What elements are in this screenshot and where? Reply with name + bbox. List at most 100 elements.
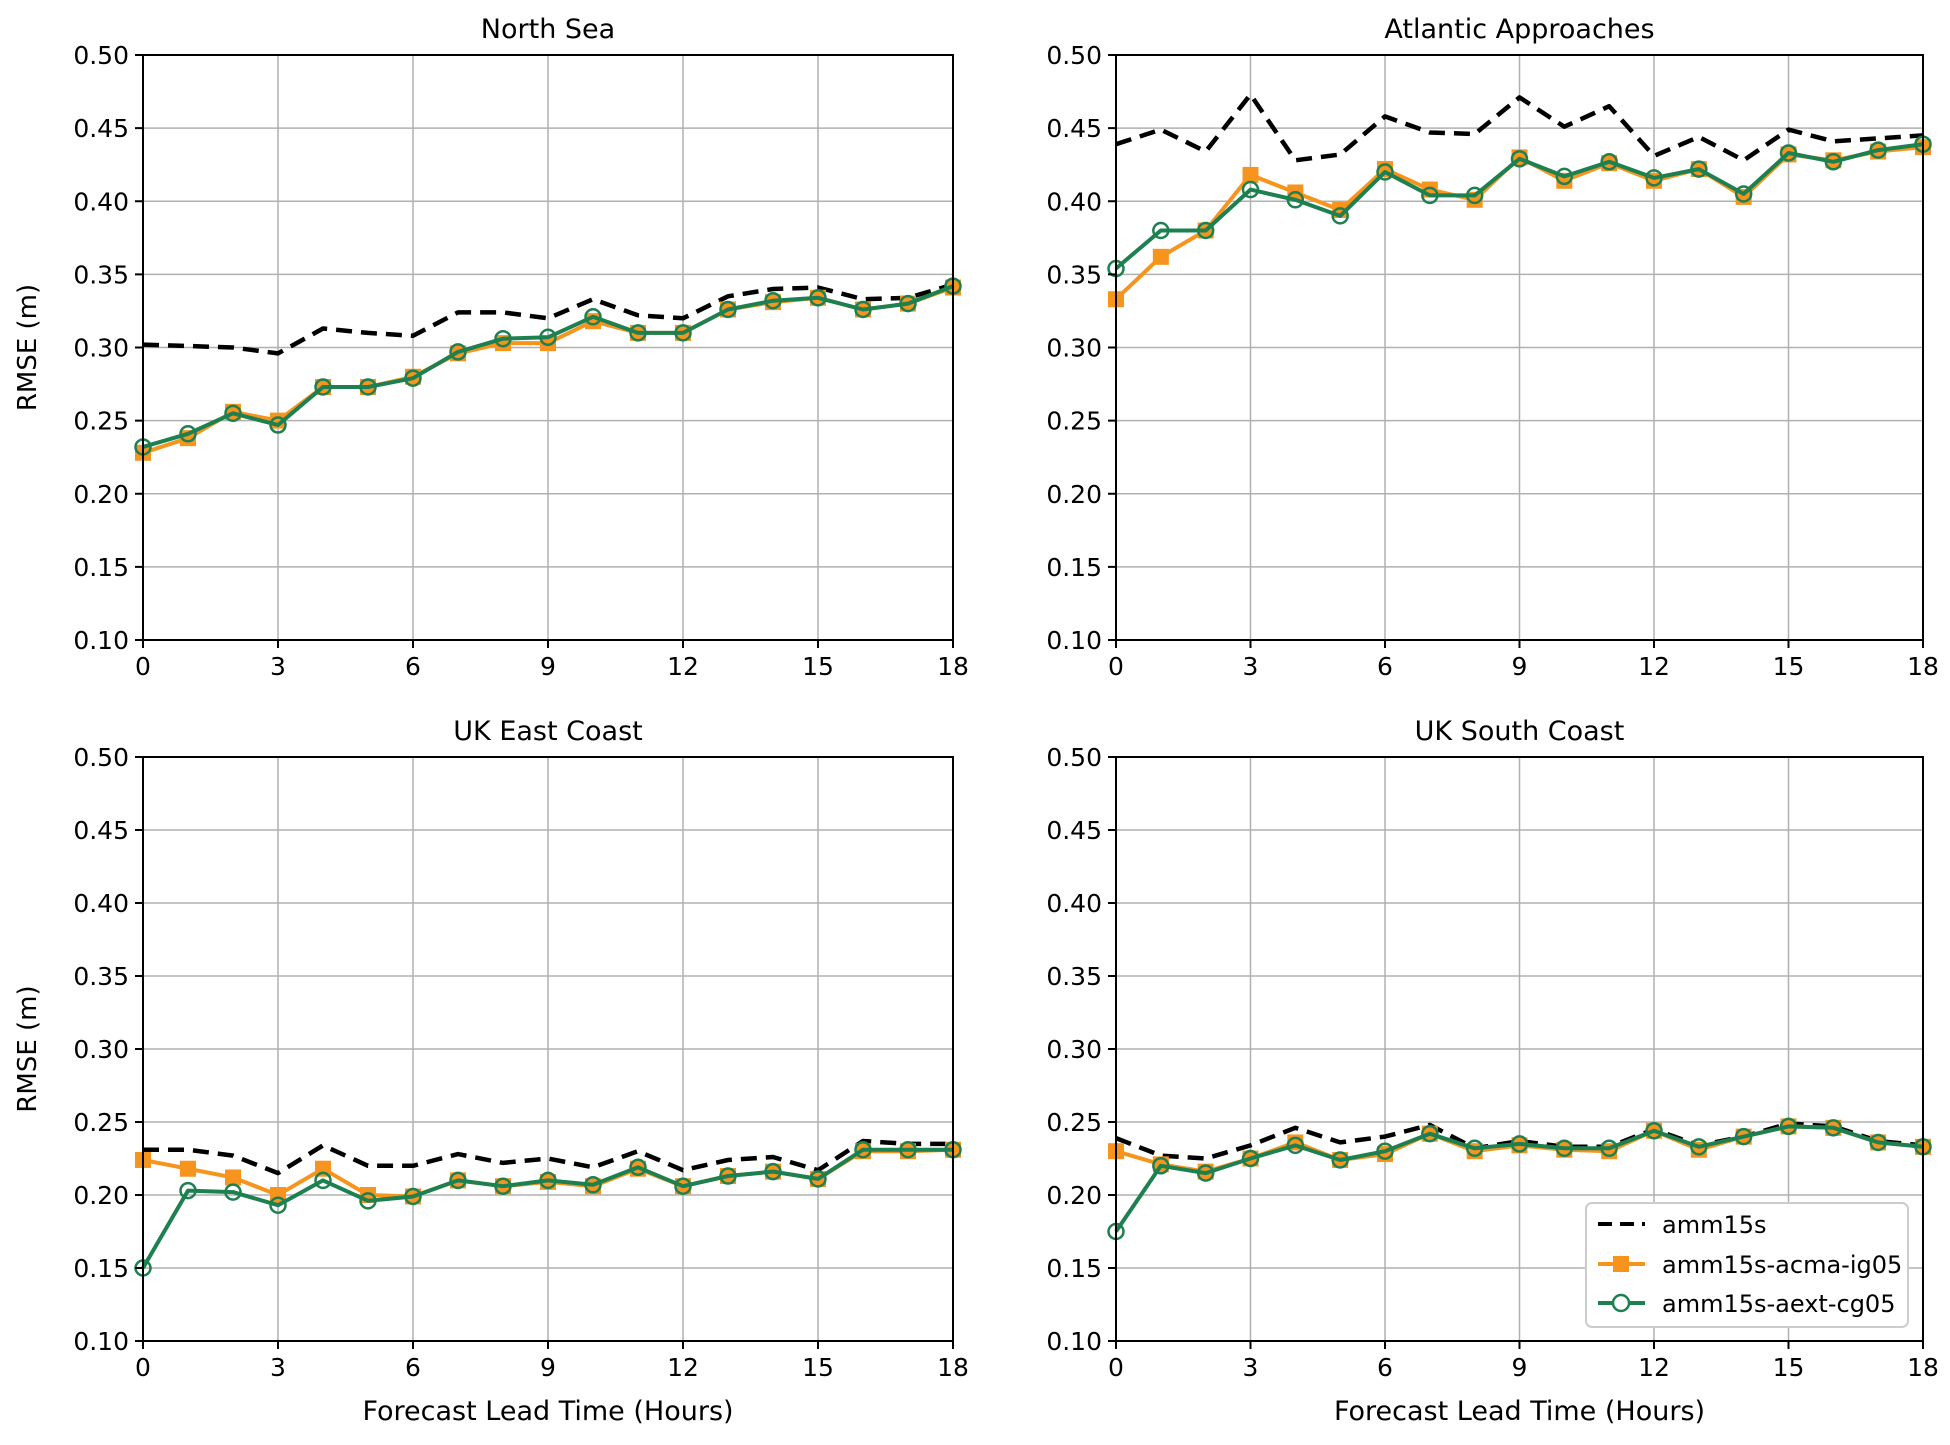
y-tick-label: 0.25 bbox=[1046, 1108, 1102, 1137]
y-tick-label: 0.10 bbox=[73, 626, 129, 655]
data-point-aext bbox=[359, 378, 377, 396]
y-tick-label: 0.30 bbox=[1046, 1035, 1102, 1064]
data-point-aext bbox=[899, 294, 917, 313]
x-tick-label: 9 bbox=[1512, 1353, 1528, 1382]
data-point-aext bbox=[629, 1158, 647, 1177]
chart-title: North Sea bbox=[481, 14, 615, 45]
x-tick-label: 15 bbox=[802, 1353, 834, 1382]
data-point-aext bbox=[719, 300, 737, 319]
data-point-aext bbox=[674, 324, 692, 342]
y-tick-label: 0.35 bbox=[1046, 260, 1102, 289]
x-tick-label: 18 bbox=[937, 652, 969, 681]
data-point-aext bbox=[1555, 167, 1574, 186]
x-tick-label: 6 bbox=[1377, 652, 1393, 681]
y-tick-label: 0.40 bbox=[1046, 187, 1102, 216]
data-point-aext bbox=[314, 1171, 332, 1190]
data-point-aext bbox=[1824, 153, 1843, 171]
data-point-aext bbox=[224, 404, 242, 423]
data-point-aext bbox=[1690, 1138, 1708, 1156]
data-point-aext bbox=[674, 1177, 692, 1195]
y-tick-label: 0.10 bbox=[1046, 1327, 1102, 1356]
data-point-aext bbox=[719, 1167, 737, 1185]
legend-marker-aext bbox=[1611, 1293, 1631, 1313]
data-point-aext bbox=[1869, 141, 1887, 159]
data-point-aext bbox=[1555, 1139, 1574, 1158]
x-tick-label: 18 bbox=[937, 1353, 969, 1382]
data-point-aext bbox=[1286, 1136, 1305, 1155]
data-point-aext bbox=[1196, 221, 1215, 240]
data-point-aext bbox=[1286, 191, 1305, 209]
panel-atlantic-approaches: 0 3 6 9 12 15 18 0.10 0.15 0.20 0.25 0.30 0.35 0.40 0.… bbox=[1046, 14, 1939, 681]
data-point-aext bbox=[1779, 1117, 1798, 1136]
y-tick-label: 0.50 bbox=[1046, 41, 1102, 70]
data-point-aext bbox=[1421, 1124, 1439, 1143]
x-tick-label: 3 bbox=[1243, 1353, 1259, 1382]
y-tick-label: 0.30 bbox=[73, 334, 129, 363]
series-line-aext bbox=[141, 1147, 953, 1270]
data-point-aext bbox=[1824, 1119, 1843, 1137]
y-tick-label: 0.25 bbox=[1046, 407, 1102, 436]
data-point-aext bbox=[1645, 169, 1663, 187]
y-tick-label: 0.50 bbox=[1046, 743, 1102, 772]
data-point-aext bbox=[1331, 1151, 1349, 1169]
data-point-aext bbox=[359, 1192, 377, 1210]
y-axis-label: RMSE (m) bbox=[13, 284, 43, 411]
data-point-aext bbox=[314, 378, 332, 396]
x-tick-label: 12 bbox=[667, 652, 699, 681]
x-tick-label: 15 bbox=[1773, 1353, 1805, 1382]
data-point-aext bbox=[1510, 150, 1529, 168]
y-tick-label: 0.30 bbox=[1046, 334, 1102, 363]
y-tick-label: 0.30 bbox=[73, 1035, 129, 1064]
data-point-aext bbox=[1376, 1142, 1394, 1160]
data-point-aext bbox=[1645, 1122, 1663, 1140]
data-point-aext bbox=[1600, 153, 1618, 171]
x-tick-label: 18 bbox=[1907, 652, 1939, 681]
y-tick-label: 0.50 bbox=[73, 41, 129, 70]
y-tick-label: 0.20 bbox=[73, 480, 129, 509]
data-point-aext bbox=[584, 1176, 602, 1194]
data-point-acma bbox=[180, 1160, 196, 1177]
x-tick-label: 0 bbox=[135, 652, 151, 681]
x-tick-label: 0 bbox=[1108, 1353, 1124, 1382]
data-point-aext bbox=[269, 1196, 287, 1214]
y-tick-label: 0.45 bbox=[73, 114, 129, 143]
x-tick-label: 15 bbox=[802, 652, 834, 681]
y-tick-label: 0.45 bbox=[1046, 816, 1102, 845]
x-tick-label: 0 bbox=[135, 1353, 151, 1382]
legend-frame bbox=[1585, 1202, 1909, 1328]
series-line-amm15s bbox=[1115, 92, 1924, 163]
data-point-acma bbox=[1152, 248, 1169, 265]
y-tick-label: 0.50 bbox=[73, 743, 129, 772]
x-tick-label: 6 bbox=[405, 652, 421, 681]
legend-marker-acma bbox=[1613, 1256, 1629, 1272]
x-tick-label: 3 bbox=[270, 652, 286, 681]
data-point-aext bbox=[1152, 1157, 1170, 1175]
data-point-aext bbox=[1734, 185, 1753, 203]
y-tick-label: 0.45 bbox=[73, 816, 129, 845]
x-tick-label: 0 bbox=[1108, 652, 1124, 681]
data-point-acma bbox=[1242, 166, 1259, 183]
y-tick-label: 0.35 bbox=[73, 962, 129, 991]
data-point-aext bbox=[809, 1170, 827, 1188]
data-point-aext bbox=[1241, 180, 1260, 199]
y-tick-label: 0.20 bbox=[1046, 480, 1102, 509]
series-line-amm15s bbox=[142, 282, 954, 356]
y-tick-label: 0.45 bbox=[1046, 114, 1102, 143]
panel-uk-south-coast: 0 3 6 9 12 15 18 0.10 0.15 0.20 0.25 0.30 0.35 0.40 0.… bbox=[1046, 716, 1939, 1427]
y-tick-label: 0.40 bbox=[73, 889, 129, 918]
data-point-aext bbox=[764, 291, 782, 310]
data-point-aext bbox=[494, 329, 512, 348]
data-point-aext bbox=[1600, 1139, 1618, 1158]
data-point-aext bbox=[1376, 163, 1394, 181]
y-tick-label: 0.10 bbox=[1046, 626, 1102, 655]
y-tick-label: 0.25 bbox=[73, 407, 129, 436]
data-point-aext bbox=[1734, 1127, 1753, 1146]
x-tick-label: 12 bbox=[667, 1353, 699, 1382]
x-tick-label: 12 bbox=[1638, 652, 1670, 681]
data-point-aext bbox=[1196, 1164, 1215, 1182]
series-line-aext bbox=[1114, 142, 1924, 271]
y-tick-label: 0.10 bbox=[73, 1327, 129, 1356]
data-point-aext bbox=[899, 1140, 917, 1159]
data-point-aext bbox=[1779, 144, 1798, 162]
